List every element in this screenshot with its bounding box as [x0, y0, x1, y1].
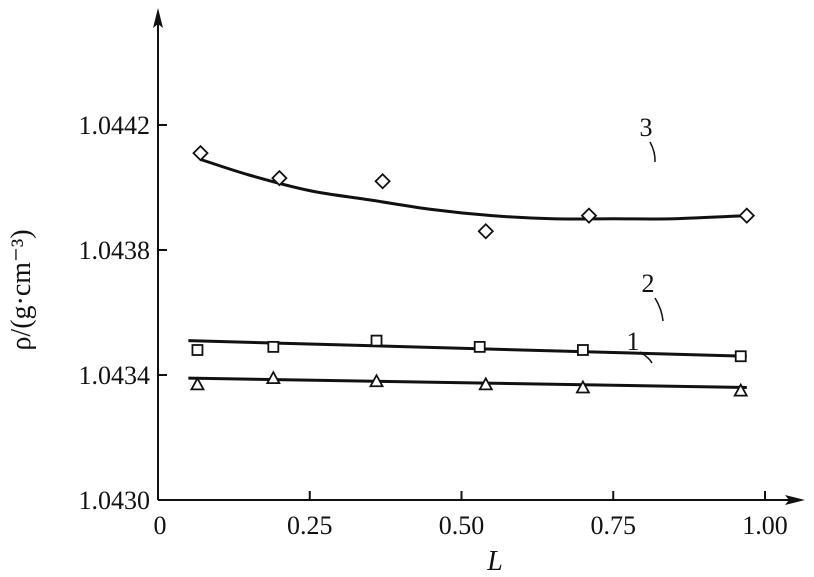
fit-line-series-3 [200, 157, 747, 221]
data-point-series-2 [577, 344, 589, 356]
data-point-series-2 [191, 344, 204, 356]
axes [153, 8, 805, 505]
series-label-leader [639, 351, 653, 364]
data-point-series-3 [738, 207, 756, 224]
data-point-series-1 [733, 382, 749, 397]
x-tick-label: 1.00 [742, 511, 788, 540]
x-tick-label: 0 [154, 511, 167, 540]
y-axis-arrow [153, 8, 163, 28]
y-tick-label: 1.0434 [79, 361, 151, 390]
data-point-series-2 [370, 334, 383, 347]
data-point-series-2 [473, 340, 486, 353]
x-tick-label: 0.25 [287, 511, 333, 540]
y-tick-label: 1.0442 [79, 111, 151, 140]
data-point-series-2 [267, 340, 280, 353]
fit-line-series-1 [188, 376, 747, 389]
x-tick-label: 0.50 [439, 511, 485, 540]
tick-group: 0 0.25 0.50 0.75 1.00 1.0430 1.0434 1.0438 1.044… [79, 111, 788, 540]
data-point-series-1 [575, 379, 591, 394]
series-label-3: 3 [640, 113, 653, 142]
data-point-series-3 [580, 207, 598, 224]
data-point-series-1 [265, 370, 281, 385]
fit-lines [188, 157, 747, 389]
data-markers [189, 144, 756, 397]
x-axis-title: L [486, 546, 503, 577]
x-tick-label: 0.75 [591, 511, 637, 540]
data-point-series-3 [192, 144, 209, 162]
series-label-1: 1 [627, 327, 640, 356]
data-point-series-3 [374, 172, 391, 190]
y-tick-label: 1.0438 [79, 236, 151, 265]
y-tick-label: 1.0430 [79, 486, 151, 515]
data-point-series-3 [477, 222, 495, 240]
data-point-series-3 [271, 169, 288, 187]
y-axis-title: ρ/(g·cm⁻³) [6, 229, 37, 350]
series-labels: 12 3 [627, 113, 664, 364]
data-point-series-1 [189, 376, 205, 391]
data-point-series-2 [734, 350, 747, 363]
series-label-leader [649, 141, 656, 163]
data-point-series-1 [369, 373, 385, 388]
x-axis-arrow [785, 495, 805, 505]
data-point-series-1 [478, 376, 494, 391]
series-label-leader [654, 297, 664, 322]
fit-line-series-2 [188, 339, 747, 358]
series-label-2: 2 [642, 269, 655, 298]
